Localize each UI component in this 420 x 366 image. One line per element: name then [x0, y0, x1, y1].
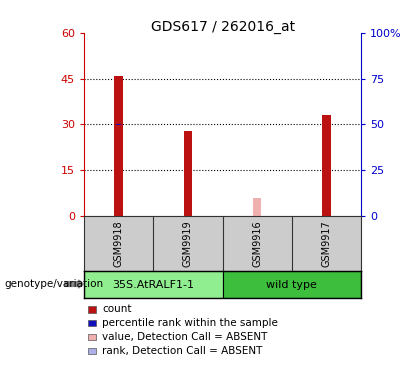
Text: value, Detection Call = ABSENT: value, Detection Call = ABSENT [102, 332, 268, 342]
Text: 35S.AtRALF1-1: 35S.AtRALF1-1 [112, 280, 194, 290]
Bar [253, 198, 261, 216]
Bar [84, 271, 223, 298]
Text: GDS617 / 262016_at: GDS617 / 262016_at [150, 20, 295, 34]
Bar [115, 76, 123, 216]
Bar [184, 131, 192, 216]
Text: GSM9919: GSM9919 [183, 220, 193, 267]
Text: percentile rank within the sample: percentile rank within the sample [102, 318, 278, 328]
Text: GSM9918: GSM9918 [114, 220, 123, 267]
Text: GSM9917: GSM9917 [322, 220, 331, 267]
Text: count: count [102, 304, 131, 314]
Bar [323, 115, 331, 216]
Text: genotype/variation: genotype/variation [4, 279, 103, 289]
Text: rank, Detection Call = ABSENT: rank, Detection Call = ABSENT [102, 346, 262, 356]
Text: wild type: wild type [266, 280, 318, 290]
Bar [223, 271, 361, 298]
Text: GSM9916: GSM9916 [252, 220, 262, 267]
